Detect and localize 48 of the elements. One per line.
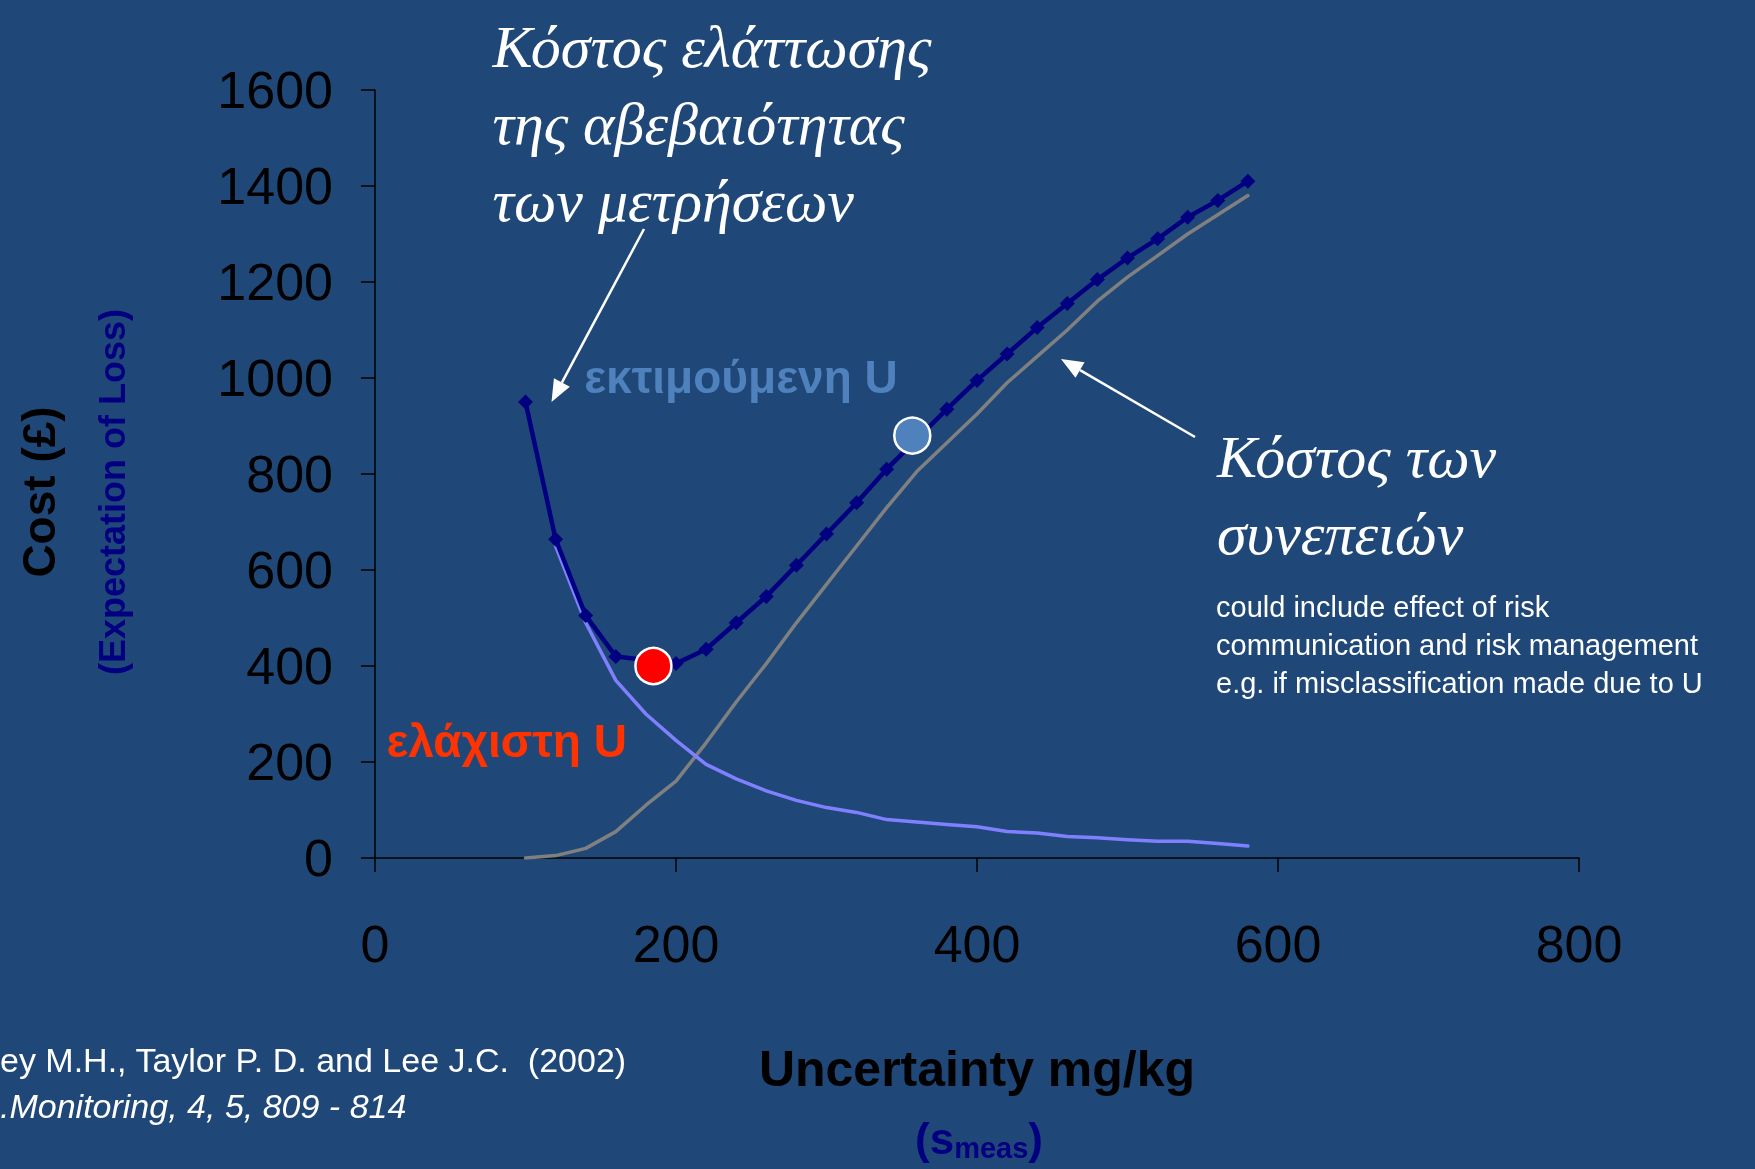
point (1150, 231, 1166, 247)
point (634, 646, 673, 686)
text: ey M.H., Taylor P. D. and Lee J.C. (2002) (0, 1041, 627, 1079)
y-tick-label: 0 (304, 829, 333, 887)
point (893, 416, 932, 455)
text: .Monitoring, 4, 5, 809 - 814 (0, 1087, 407, 1125)
point (969, 372, 985, 388)
point (999, 346, 1015, 362)
y-tick-label: 1000 (217, 349, 333, 407)
y-tick-label: 1600 (217, 61, 333, 119)
point (578, 608, 594, 624)
point (548, 531, 564, 547)
x-tick-label: 800 (1535, 915, 1623, 973)
point (1059, 296, 1075, 312)
point (1180, 209, 1196, 225)
x-tick-label: 600 (1234, 915, 1322, 973)
point (728, 615, 744, 631)
y-axis-title: Cost (£) (13, 406, 65, 578)
y-tick-label: 1200 (217, 253, 333, 311)
point (819, 526, 834, 542)
x-axis-title: Uncertainty mg/kg (758, 1041, 1196, 1097)
x-tick-label: 200 (632, 915, 720, 973)
point (518, 394, 533, 410)
annotation: Κόστος ελάττωσης της αβεβαιότητας των μετρήσεων (491, 13, 932, 234)
annotation: could include effect of risk communication and risk management e.g. if misclassification made due to U (1216, 591, 1703, 699)
y-tick-label: 800 (246, 445, 333, 503)
point (608, 648, 624, 664)
x-tick-label: 400 (933, 915, 1021, 973)
y-tick-label: 400 (246, 637, 333, 695)
annotation: εκτιμούμενη U (584, 350, 898, 403)
point (1029, 320, 1045, 336)
point (939, 401, 955, 417)
point (788, 557, 804, 573)
point (879, 461, 895, 477)
point (849, 495, 865, 511)
point (1240, 173, 1256, 189)
y-tick-label: 1400 (217, 157, 333, 215)
point (1089, 272, 1105, 288)
annotation: Κόστος των συνεπειών (1216, 423, 1497, 567)
y-tick-label: 600 (246, 541, 333, 599)
y-tick-label: 200 (246, 733, 333, 791)
annotation: ελάχιστη U (386, 715, 627, 767)
point (1120, 250, 1135, 266)
point (698, 641, 714, 657)
text: (Expectation of Loss) (91, 308, 133, 676)
x-tick-label: 0 (360, 915, 390, 973)
point (1210, 192, 1226, 208)
point (758, 588, 774, 604)
